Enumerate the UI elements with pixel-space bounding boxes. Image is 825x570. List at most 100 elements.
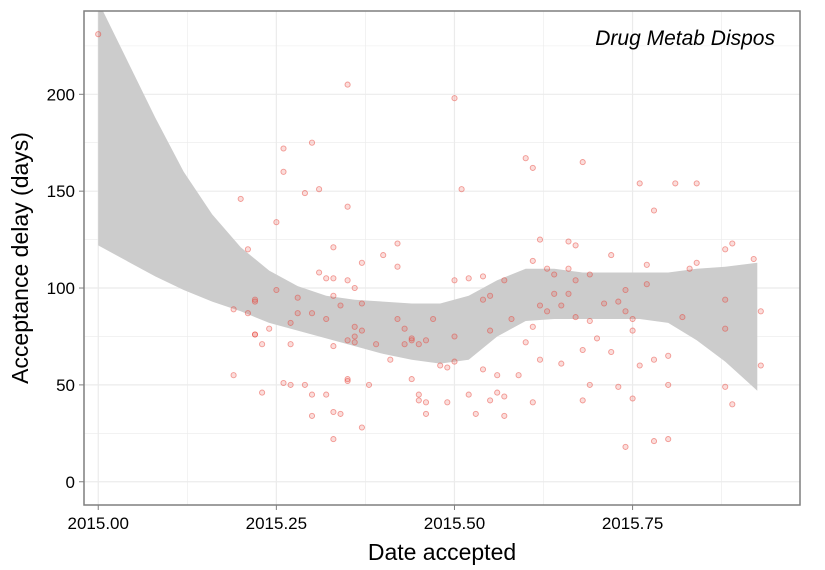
data-point [629,315,636,323]
data-point [344,377,351,385]
data-point [665,352,672,359]
data-point [308,139,316,146]
data-point [308,412,316,419]
data-point [643,281,650,288]
data-point [501,412,508,419]
x-tick-label: 2015.00 [68,514,129,533]
data-point [316,186,323,193]
data-point [251,331,259,338]
data-point [344,81,351,88]
data-point [330,244,337,251]
data-point [572,277,579,284]
data-point [479,273,487,280]
data-point [358,259,365,266]
data-point [259,389,266,396]
data-point [337,302,344,309]
confidence-band [98,11,758,391]
data-point [330,275,337,282]
data-point [408,337,415,344]
data-point [294,310,301,317]
data-point [536,236,544,243]
data-point [95,31,102,38]
data-point [636,362,643,369]
data-point [351,333,358,340]
data-point [280,145,287,152]
data-point [273,286,280,294]
data-point [373,341,380,348]
data-point [301,190,308,197]
data-point [615,383,622,390]
data-point [608,252,615,259]
data-point [358,300,365,307]
data-point [422,399,430,406]
data-point [308,391,316,398]
data-point [544,308,551,315]
y-axis-title: Acceptance delay (days) [7,132,33,384]
data-point [722,325,729,332]
data-point [515,372,522,379]
data-point [508,315,515,323]
data-point [323,391,330,398]
data-point [494,372,501,379]
y-tick-label: 200 [47,85,75,104]
data-point [643,261,650,268]
x-tick-label: 2015.50 [424,514,485,533]
data-point [351,323,358,330]
data-point [330,436,337,443]
data-point [501,277,508,284]
data-point [394,263,401,270]
data-point [251,296,259,303]
data-point [330,292,337,299]
data-point [294,294,301,301]
data-point [365,381,373,388]
plot-frame [83,10,801,506]
data-point [679,314,686,321]
data-point [558,360,565,367]
data-point [415,397,422,404]
y-tick-label: 100 [47,279,75,298]
data-point [259,341,266,348]
data-point [665,381,672,388]
y-tick-label: 150 [47,182,75,201]
data-point [380,252,387,259]
data-point [629,327,636,334]
data-point [422,410,430,417]
data-point [750,255,757,263]
data-point [522,155,529,162]
data-point [444,364,451,371]
data-point [529,399,536,406]
data-point [408,335,415,342]
data-point [572,242,579,249]
data-point [586,271,593,278]
data-point [601,300,608,307]
data-point [344,277,351,284]
data-point [693,259,700,266]
data-point [287,381,294,388]
data-point [665,436,672,443]
data-point [529,323,536,330]
data-point [722,383,729,390]
data-point [629,395,636,402]
data-point [487,292,494,299]
data-point [244,310,251,317]
data-point [444,399,451,406]
data-point [622,443,629,450]
data-point [337,410,344,417]
data-point [301,381,308,388]
data-point [522,339,529,346]
data-point [387,356,394,363]
data-point [280,379,287,387]
data-point [344,337,351,344]
data-point [729,240,736,247]
data-point [330,408,337,416]
data-point [565,265,572,272]
data-point [351,339,358,346]
data-point [401,325,408,332]
data-point [430,315,437,323]
data-point [757,362,764,369]
data-point [351,284,358,292]
y-tick-label: 0 [66,473,75,492]
data-point [622,286,629,294]
data-point [479,296,487,303]
data-point [551,271,558,278]
